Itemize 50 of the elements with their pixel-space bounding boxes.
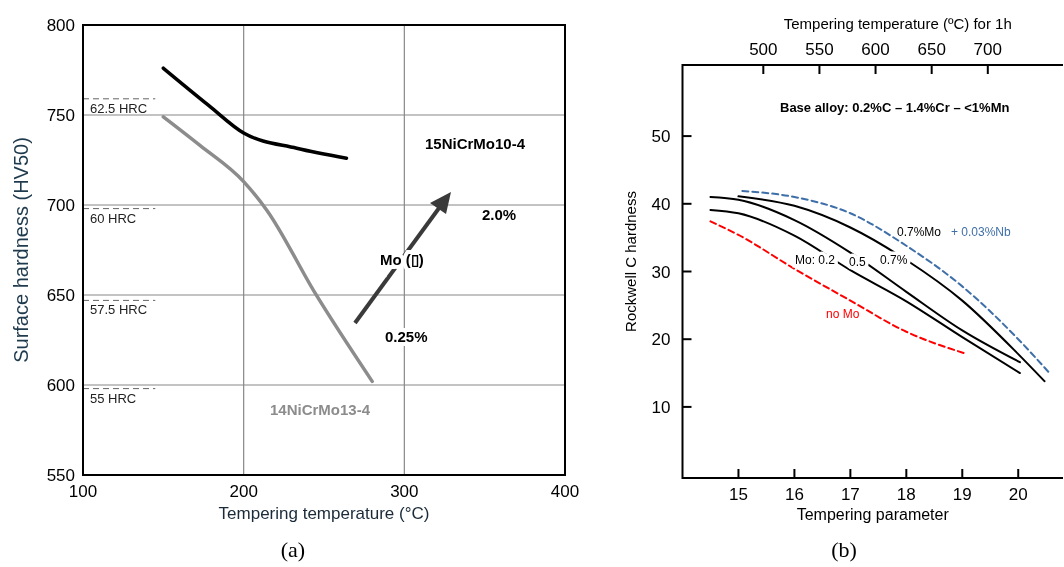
x2-axis-title: Tempering temperature (ºC) for 1h — [783, 15, 1012, 32]
y-tick-label: 700 — [46, 196, 75, 215]
y-tick-label: 30 — [651, 262, 671, 282]
x-tick-label: 18 — [896, 485, 916, 504]
x-axis-title: Tempering temperature (°C) — [218, 504, 430, 523]
annotation: 0.25% — [385, 328, 428, 345]
ref-line-label: 57.5 HRC — [90, 302, 148, 318]
x-tick-label: 200 — [229, 482, 258, 501]
y-tick-label: 20 — [651, 330, 671, 350]
y-tick-label: 600 — [46, 376, 75, 395]
series-label: 14NiCrMo13-4 — [269, 401, 371, 418]
x-tick-label: 300 — [390, 482, 419, 501]
y-axis-title: Surface hardness (HV50) — [10, 137, 32, 363]
y-tick-label: 750 — [46, 106, 75, 125]
x2-tick-label: 650 — [917, 40, 946, 59]
y-axis-title: Rockwell C hardness — [621, 191, 639, 332]
x-tick-label: 400 — [550, 482, 580, 501]
series-label: no Mo — [826, 307, 860, 321]
x-axis-title: Tempering parameter — [796, 506, 950, 523]
y-tick-label: 650 — [46, 286, 75, 305]
text: 15NiCrMo10-4 — [424, 135, 526, 152]
text: (b) — [831, 537, 857, 562]
line-series — [161, 66, 349, 160]
x-tick-label: 100 — [68, 482, 98, 501]
y-tick-label: 40 — [651, 194, 671, 214]
x-tick-label: 15 — [728, 485, 748, 504]
x-tick-label: 17 — [840, 485, 860, 504]
y-tick-label: 10 — [651, 397, 671, 417]
text: (a) — [280, 537, 306, 562]
annotation: 2.0% — [482, 206, 517, 223]
x2-tick-label: 700 — [973, 40, 1002, 59]
x2-tick-label: 550 — [805, 40, 834, 59]
series-label: 0.5 — [849, 255, 867, 269]
y-tick-label: 50 — [651, 127, 671, 147]
x2-tick-label: 500 — [749, 40, 778, 59]
text: + 0.03%Nb — [951, 225, 1012, 239]
annotation: Mo (▯) — [380, 251, 424, 268]
ref-line-label: 62.5 HRC — [90, 100, 148, 116]
x-tick-label: 20 — [1008, 485, 1028, 504]
annotation: Base alloy: 0.2%C – 1.4%Cr – <1%Mn — [780, 100, 1010, 115]
y-tick-label: 800 — [46, 16, 75, 35]
x-tick-label: 19 — [952, 485, 972, 504]
series-label: 0.7% — [880, 253, 908, 267]
x-tick-label: 16 — [784, 485, 804, 504]
x2-tick-label: 600 — [861, 40, 890, 59]
series-label: Mo: 0.2 — [795, 253, 836, 267]
y-tick-label: 550 — [46, 466, 75, 485]
ref-line-label: 60 HRC — [90, 210, 137, 226]
ref-line-label: 55 HRC — [90, 390, 137, 406]
annotation: 0.7%Mo — [897, 225, 942, 239]
